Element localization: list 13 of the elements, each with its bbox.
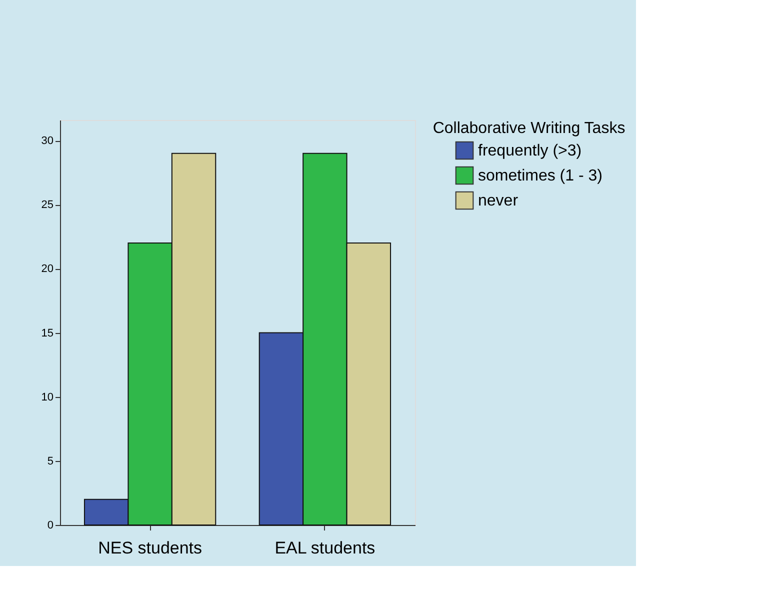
legend-label: sometimes (1 - 3) <box>478 168 602 184</box>
x-tick-label: NES students <box>98 538 202 558</box>
y-tick-label: 0 <box>47 520 54 532</box>
legend-title: Collaborative Writing Tasks <box>432 120 626 137</box>
x-tick-label: EAL students <box>274 538 376 558</box>
y-tick-label: 5 <box>47 455 54 468</box>
y-tick-label: 25 <box>41 199 54 212</box>
y-tick-label: 10 <box>41 391 54 404</box>
y-tick-label: 30 <box>41 135 54 148</box>
legend-label: never <box>478 192 519 210</box>
y-tick-label: 20 <box>41 263 54 276</box>
legend-label: frequently (>3) <box>478 142 582 160</box>
y-tick-label: 15 <box>41 327 54 340</box>
